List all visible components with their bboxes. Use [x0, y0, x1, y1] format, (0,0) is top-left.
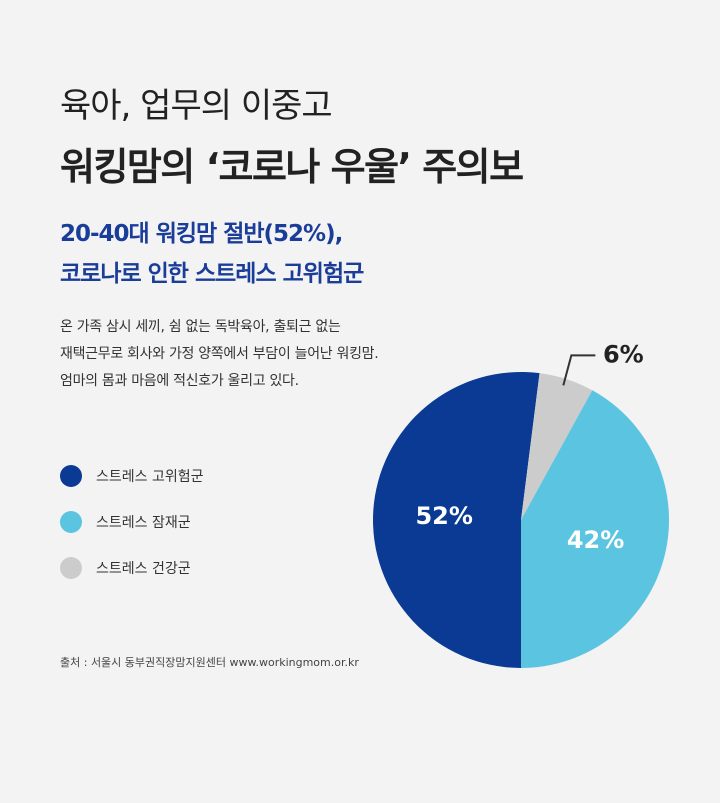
legend-label-high-risk: 스트레스 고위험군: [96, 469, 204, 485]
legend-item-high-risk: 스트레스 고위험군: [60, 464, 204, 488]
legend-item-potential: 스트레스 잠재군: [60, 510, 204, 534]
description-line3: 엄마의 몸과 마음에 적신호가 울리고 있다.: [60, 373, 299, 389]
title-line1: 육아, 업무의 이중고: [60, 86, 333, 126]
source-note: 출처 : 서울시 동부권직장맘지원센터 www.workingmom.or.kr: [60, 656, 359, 669]
title-line2: 워킹맘의 ‘코로나 우울’ 주의보: [60, 145, 524, 189]
legend-label-healthy: 스트레스 건강군: [96, 561, 191, 577]
legend-swatch-high-risk: [60, 465, 82, 487]
pie-slice-high-risk: [373, 372, 540, 668]
legend-swatch-potential: [60, 511, 82, 533]
legend-label-potential: 스트레스 잠재군: [96, 515, 191, 531]
legend-swatch-healthy: [60, 557, 82, 579]
subtitle-line1: 20-40대 워킹맘 절반(52%),: [60, 221, 343, 247]
pie-label-high-risk: 52%: [415, 502, 472, 530]
legend: 스트레스 고위험군 스트레스 잠재군 스트레스 건강군: [60, 464, 204, 602]
description-line2: 재택근무로 회사와 가정 양쪽에서 부담이 늘어난 워킹맘.: [60, 346, 379, 362]
pie-leader-line-healthy: [562, 354, 596, 386]
subtitle-line2: 코로나로 인한 스트레스 고위험군: [60, 261, 364, 287]
pie-label-potential: 42%: [567, 526, 624, 554]
pie-slice-potential: [521, 390, 670, 668]
legend-item-healthy: 스트레스 건강군: [60, 556, 204, 580]
pie-label-healthy: 6%: [603, 340, 644, 368]
pie-slice-healthy: [521, 373, 593, 520]
description-line1: 온 가족 삼시 세끼, 쉼 없는 독박육아, 출퇴근 없는: [60, 319, 341, 335]
